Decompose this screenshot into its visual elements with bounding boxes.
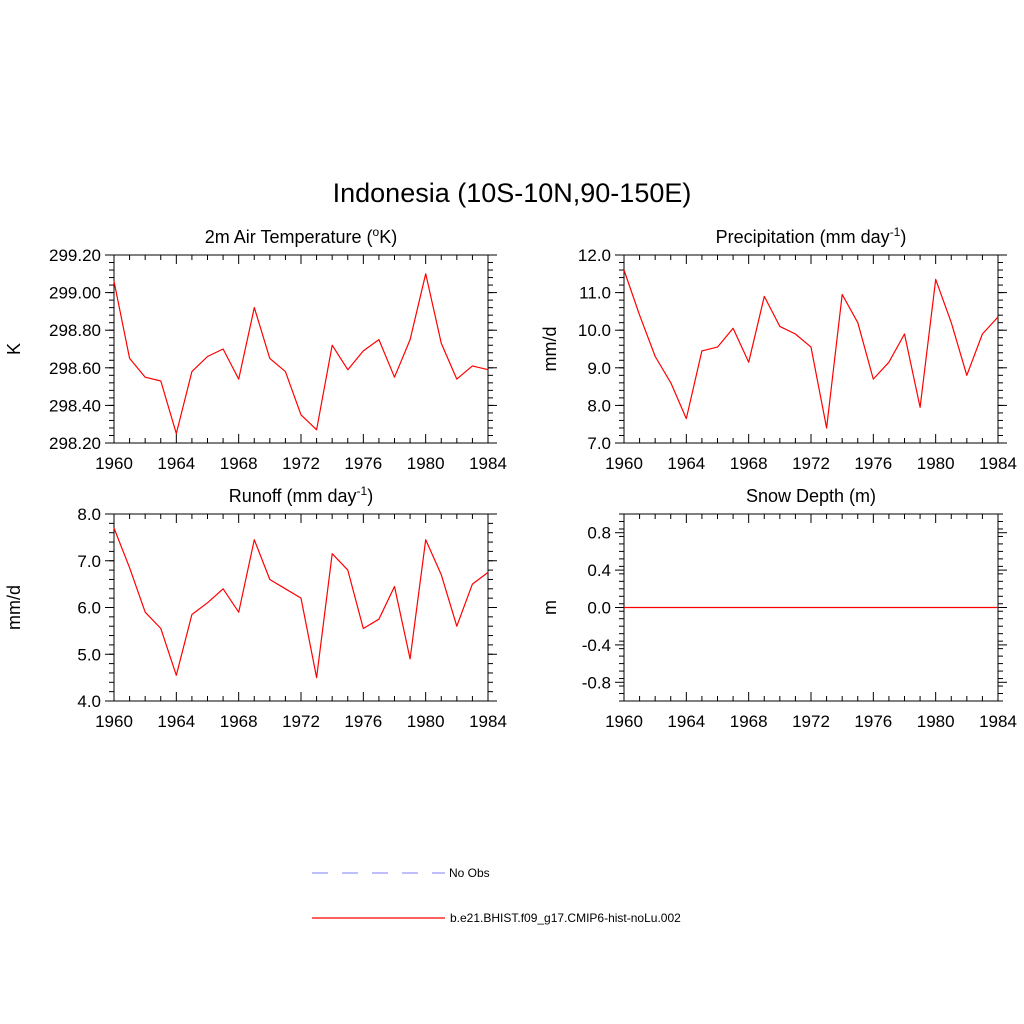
y-tick-label: 8.0: [587, 396, 611, 415]
legend-label-2: b.e21.BHIST.f09_g17.CMIP6-hist-noLu.002: [450, 911, 681, 925]
x-tick-label: 1968: [220, 712, 258, 731]
x-tick-label: 1984: [979, 712, 1017, 731]
x-tick-label: 1972: [792, 454, 830, 473]
x-tick-label: 1976: [854, 454, 892, 473]
y-tick-label: 8.0: [77, 505, 101, 524]
x-tick-label: 1980: [917, 454, 955, 473]
y-tick-label: 299.00: [49, 284, 101, 303]
y-tick-label: 298.80: [49, 321, 101, 340]
legend-label-1: No Obs: [449, 866, 490, 880]
x-tick-label: 1964: [157, 712, 195, 731]
y-tick-label: -0.8: [582, 673, 611, 692]
x-tick-label: 1960: [95, 454, 133, 473]
y-tick-label: 299.20: [49, 246, 101, 265]
series-line-1: [113, 527, 489, 679]
x-tick-label: 1972: [282, 454, 320, 473]
y-tick-label: 298.40: [49, 396, 101, 415]
panel-title: Runoff (mm day-1): [229, 484, 373, 506]
x-tick-label: 1964: [667, 454, 705, 473]
y-tick-label: 12.0: [578, 246, 611, 265]
y-axis-label: K: [4, 343, 24, 355]
x-tick-label: 1984: [469, 712, 507, 731]
title-end: ): [900, 227, 906, 247]
y-axis-label: mm/d: [540, 327, 560, 372]
y-tick-label: 11.0: [579, 284, 611, 303]
x-tick-label: 1980: [917, 712, 955, 731]
x-tick-label: 1976: [344, 454, 382, 473]
x-tick-label: 1984: [979, 454, 1017, 473]
chart-panel-3: 1960 1964 1968 1972 1976 1980 1984 4.0 5.0 6.0 7.0…: [4, 484, 507, 731]
x-tick-label: 1976: [854, 712, 892, 731]
chart-panel-4: 1960 1964 1968 1972 1976 1980 1984 -0.8 -0.4 0.0 0…: [540, 486, 1017, 731]
x-tick-label: 1960: [95, 712, 133, 731]
x-tick-label: 1984: [469, 454, 507, 473]
title-superscript: -1: [890, 225, 901, 239]
y-tick-label: 0.8: [587, 524, 611, 543]
panel-title: 2m Air Temperature (oK): [205, 225, 397, 247]
x-tick-label: 1960: [605, 454, 643, 473]
series-line-1: [623, 269, 999, 429]
y-tick-label: 0.4: [587, 561, 611, 580]
legend: No Obs b.e21.BHIST.f09_g17.CMIP6-hist-noL…: [312, 866, 681, 925]
chart-panel-2: 1960 1964 1968 1972 1976 1980 1984 7.0 8.0 9.0 10.…: [540, 225, 1017, 473]
series-line-1: [113, 273, 489, 435]
plot-frame: [113, 513, 489, 702]
panel-title: Snow Depth (m): [746, 486, 876, 506]
x-tick-label: 1964: [667, 712, 705, 731]
x-tick-label: 1980: [407, 712, 445, 731]
y-tick-label: 298.60: [49, 359, 101, 378]
x-tick-label: 1980: [407, 454, 445, 473]
figure-title: Indonesia (10S-10N,90-150E): [333, 178, 692, 208]
x-tick-label: 1976: [344, 712, 382, 731]
title-end: ): [367, 486, 373, 506]
y-tick-label: 0.0: [587, 599, 611, 618]
x-tick-label: 1964: [157, 454, 195, 473]
y-tick-label: 9.0: [587, 359, 611, 378]
y-tick-label: -0.4: [582, 636, 611, 655]
y-tick-label: 7.0: [77, 552, 101, 571]
x-tick-label: 1968: [730, 454, 768, 473]
y-tick-label: 10.0: [578, 321, 611, 340]
y-tick-label: 7.0: [587, 434, 611, 453]
x-tick-label: 1960: [605, 712, 643, 731]
y-axis-label: mm/d: [4, 585, 24, 630]
y-tick-label: 5.0: [77, 645, 101, 664]
x-tick-label: 1972: [282, 712, 320, 731]
y-axis-label: m: [540, 600, 560, 615]
title-unit: K): [379, 227, 397, 247]
y-tick-label: 4.0: [77, 692, 101, 711]
panels: 1960 1964 1968 1972 1976 1980 1984 298.20 298.40…: [4, 225, 1017, 731]
chart-panel-1: 1960 1964 1968 1972 1976 1980 1984 298.20 298.40…: [4, 225, 507, 473]
y-tick-label: 298.20: [49, 434, 101, 453]
x-tick-label: 1972: [792, 712, 830, 731]
title-superscript: -1: [357, 484, 368, 498]
y-tick-label: 6.0: [77, 599, 101, 618]
title-superscript: o: [373, 225, 380, 239]
panel-title: Precipitation (mm day-1): [716, 225, 907, 247]
x-tick-label: 1968: [730, 712, 768, 731]
x-tick-label: 1968: [220, 454, 258, 473]
